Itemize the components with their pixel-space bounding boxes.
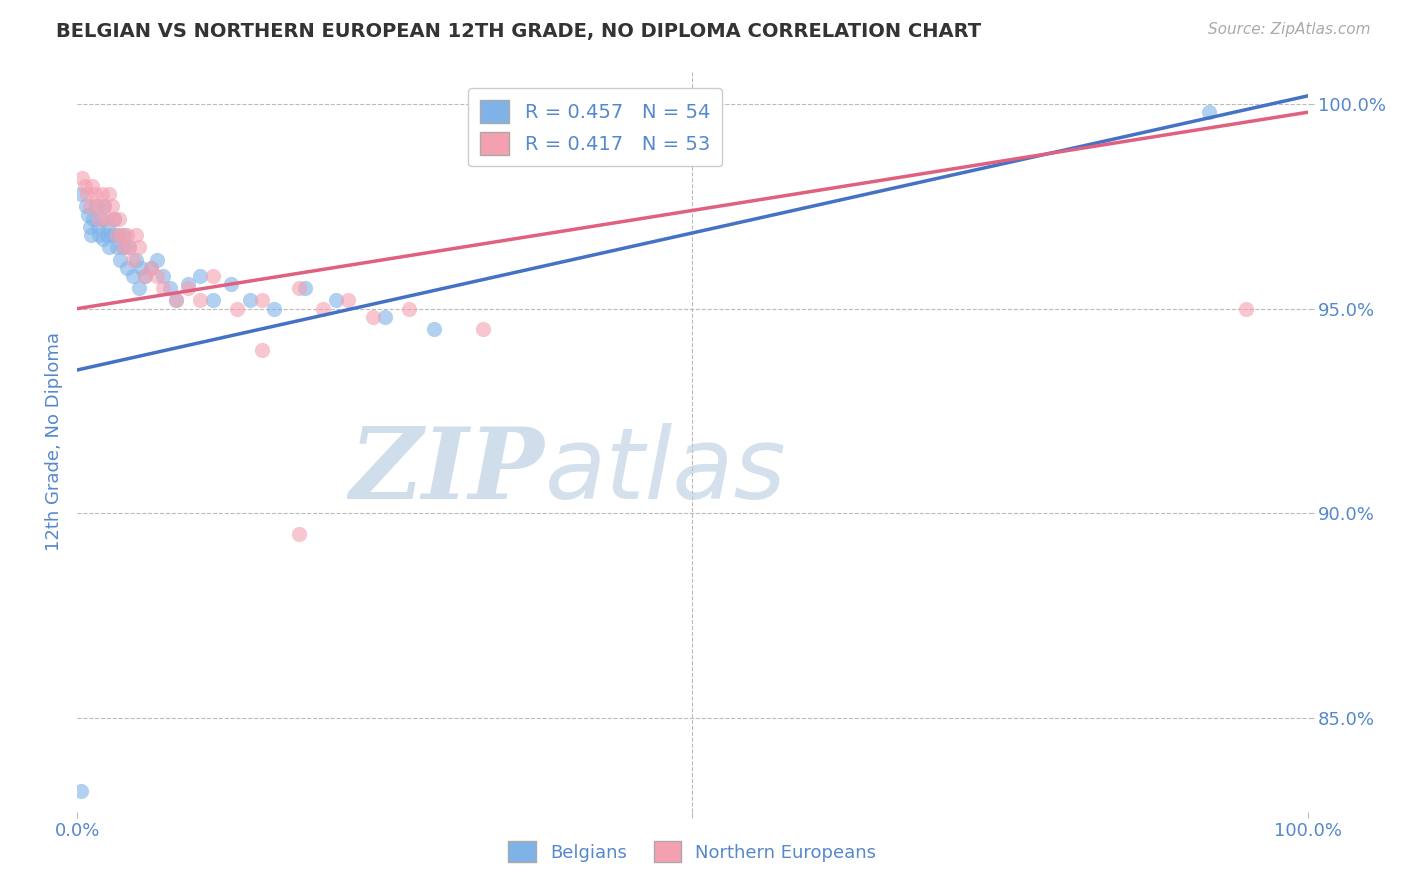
- Point: [108, 211, 131, 226]
- Point: [118, 240, 141, 254]
- Point: [89, 227, 111, 242]
- Point: [110, 252, 132, 267]
- Point: [103, 211, 125, 226]
- Point: [115, 260, 138, 275]
- Point: [361, 310, 384, 324]
- Point: [472, 322, 495, 336]
- Point: [146, 252, 169, 267]
- Point: [152, 268, 174, 283]
- Point: [201, 293, 224, 308]
- Point: [73, 178, 96, 193]
- Text: Source: ZipAtlas.com: Source: ZipAtlas.com: [1208, 22, 1371, 37]
- Point: [134, 268, 156, 283]
- Point: [101, 227, 124, 242]
- Point: [84, 199, 107, 213]
- Point: [128, 281, 150, 295]
- Point: [76, 187, 98, 202]
- Point: [98, 240, 121, 254]
- Point: [312, 301, 335, 316]
- Point: [1198, 105, 1220, 120]
- Point: [325, 293, 347, 308]
- Point: [90, 211, 114, 226]
- Point: [263, 301, 285, 316]
- Point: [125, 227, 148, 242]
- Point: [79, 199, 101, 213]
- Point: [201, 268, 224, 283]
- Point: [70, 187, 93, 202]
- Point: [105, 227, 128, 242]
- Point: [239, 293, 262, 308]
- Point: [111, 240, 134, 254]
- Point: [294, 281, 316, 295]
- Point: [101, 199, 124, 213]
- Point: [82, 211, 104, 226]
- Text: atlas: atlas: [546, 423, 786, 520]
- Point: [128, 240, 150, 254]
- Point: [97, 219, 120, 234]
- Point: [87, 219, 110, 234]
- Point: [105, 240, 128, 254]
- Point: [86, 199, 108, 213]
- Point: [112, 227, 135, 242]
- Point: [134, 268, 156, 283]
- Point: [188, 293, 212, 308]
- Point: [337, 293, 360, 308]
- Point: [423, 322, 446, 336]
- Point: [398, 301, 420, 316]
- Point: [80, 227, 103, 242]
- Point: [112, 240, 135, 254]
- Point: [177, 277, 200, 291]
- Text: BELGIAN VS NORTHERN EUROPEAN 12TH GRADE, NO DIPLOMA CORRELATION CHART: BELGIAN VS NORTHERN EUROPEAN 12TH GRADE,…: [56, 22, 981, 41]
- Point: [146, 268, 169, 283]
- Point: [75, 199, 97, 213]
- Point: [141, 260, 163, 275]
- Point: [77, 207, 100, 221]
- Point: [115, 227, 138, 242]
- Point: [91, 232, 114, 246]
- Point: [177, 281, 200, 295]
- Point: [121, 268, 143, 283]
- Point: [250, 343, 273, 357]
- Point: [288, 526, 311, 541]
- Point: [111, 227, 132, 242]
- Text: ZIP: ZIP: [350, 423, 546, 519]
- Point: [188, 268, 212, 283]
- Point: [93, 199, 115, 213]
- Point: [250, 293, 273, 308]
- Point: [288, 281, 311, 295]
- Point: [374, 310, 396, 324]
- Point: [93, 199, 115, 213]
- Point: [79, 219, 101, 234]
- Point: [219, 277, 242, 291]
- Point: [89, 211, 111, 226]
- Point: [107, 227, 129, 242]
- Point: [165, 293, 187, 308]
- Point: [96, 227, 118, 242]
- Point: [103, 211, 125, 226]
- Point: [70, 170, 93, 185]
- Point: [118, 240, 141, 254]
- Point: [90, 187, 114, 202]
- Point: [121, 252, 143, 267]
- Point: [165, 293, 187, 308]
- Point: [159, 281, 181, 295]
- Point: [1234, 301, 1257, 316]
- Point: [129, 260, 153, 275]
- Point: [83, 187, 105, 202]
- Point: [96, 211, 118, 226]
- Point: [98, 187, 121, 202]
- Point: [226, 301, 249, 316]
- Legend: Belgians, Northern Europeans: Belgians, Northern Europeans: [501, 834, 884, 870]
- Point: [82, 178, 104, 193]
- Y-axis label: 12th Grade, No Diploma: 12th Grade, No Diploma: [45, 332, 63, 551]
- Point: [141, 260, 163, 275]
- Point: [152, 281, 174, 295]
- Point: [70, 784, 93, 798]
- Point: [125, 252, 148, 267]
